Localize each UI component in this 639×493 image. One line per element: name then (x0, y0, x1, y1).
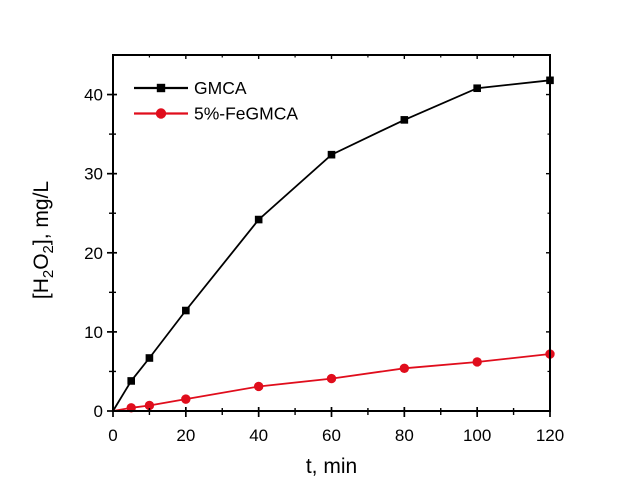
data-point-gmca (182, 306, 190, 315)
data-point-gmca (127, 377, 136, 385)
x-tick-label: 40 (249, 426, 268, 445)
y-tick-label: 40 (84, 86, 103, 105)
data-point-gmca (327, 150, 336, 159)
y-axis-title: [H2O2], mg/L (30, 181, 57, 299)
data-point-5-fegmca (399, 363, 410, 373)
legend-label-gmca: GMCA (194, 78, 247, 98)
x-tick-label: 100 (463, 426, 491, 445)
legend-marker-5-fegmca (155, 108, 167, 119)
data-point-5-fegmca (472, 357, 482, 367)
data-point-5-fegmca (253, 381, 264, 392)
y-tick-label: 20 (84, 244, 103, 263)
data-point-5-fegmca (326, 373, 337, 384)
y-tick-label: 0 (94, 402, 103, 421)
data-point-gmca (473, 84, 481, 93)
legend-marker-gmca (156, 83, 166, 93)
x-tick-label: 80 (395, 426, 414, 445)
x-tick-label: 120 (536, 426, 564, 445)
x-tick-label: 0 (108, 426, 117, 445)
data-point-5-fegmca (181, 394, 191, 404)
x-axis-title: t, min (306, 455, 357, 478)
data-point-gmca (400, 116, 409, 124)
y-tick-label: 30 (84, 165, 103, 184)
legend: GMCA 5%-FeGMCA (134, 78, 298, 124)
data-point-5-fegmca (144, 400, 155, 411)
x-tick-label: 20 (176, 426, 195, 445)
legend-label-5-fegmca: 5%-FeGMCA (194, 104, 298, 124)
x-tick-label: 60 (322, 426, 341, 445)
data-point-gmca (254, 215, 263, 224)
y-tick-label: 10 (84, 323, 103, 342)
data-point-gmca (145, 354, 154, 362)
